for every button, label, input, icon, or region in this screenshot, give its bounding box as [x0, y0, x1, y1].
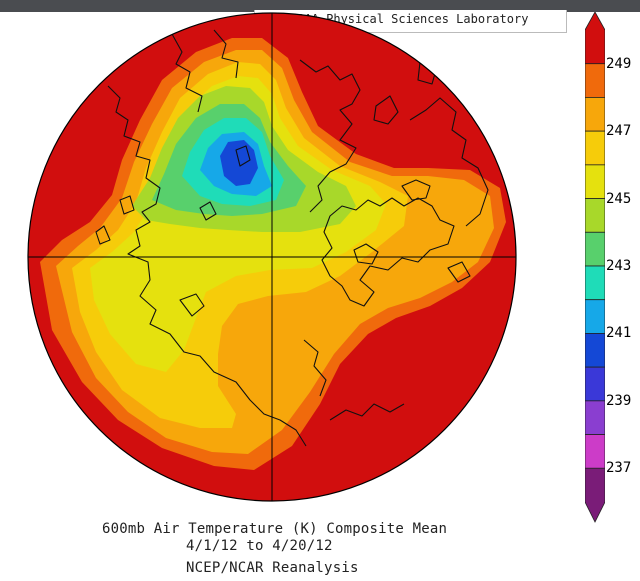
- colorbar-tick-label: 241: [606, 325, 632, 342]
- colorbar-tick-label: 243: [606, 258, 632, 274]
- colorbar-tick-label: 247: [606, 123, 632, 140]
- caption-source: NCEP/NCAR Reanalysis: [186, 560, 359, 576]
- colorbar-segment: [585, 265, 605, 301]
- colorbar-segment: [585, 231, 605, 267]
- colorbar-tick-label: 245: [606, 190, 632, 207]
- window-top-bar: [0, 0, 640, 12]
- colorbar-segment: [585, 333, 605, 368]
- colorbar-segment: [585, 130, 605, 166]
- credit-label: NOAA Physical Sciences Laboratory: [290, 12, 529, 26]
- colorbar-segment: [585, 12, 605, 65]
- caption-title: 600mb Air Temperature (K) Composite Mean: [102, 521, 448, 537]
- colorbar: [585, 12, 605, 523]
- colorbar-tick-label: 237: [606, 460, 632, 477]
- caption-date-range: 4/1/12 to 4/20/12: [186, 538, 333, 554]
- colorbar-segment: [585, 434, 605, 469]
- colorbar-segment: [585, 366, 605, 402]
- colorbar-segment: [585, 467, 605, 523]
- colorbar-segment: [585, 164, 605, 199]
- colorbar-segment: [585, 63, 605, 98]
- colorbar-segment: [585, 198, 605, 233]
- map-boundary-circle: [27, 12, 517, 502]
- colorbar-tick-label: 249: [606, 55, 632, 72]
- colorbar-segment: [585, 299, 605, 334]
- coastlines: [95, 29, 489, 447]
- colorbar-tick-label: 239: [606, 392, 632, 409]
- graticule: [28, 13, 516, 501]
- colorbar-segment: [585, 97, 605, 132]
- colorbar-segment: [585, 400, 605, 435]
- temperature-field: [28, 13, 516, 501]
